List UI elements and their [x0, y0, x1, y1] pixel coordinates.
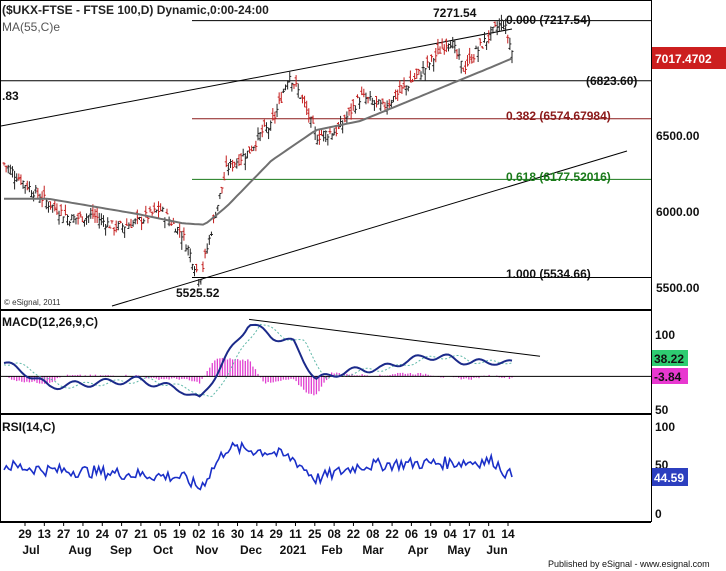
macd-trendline [249, 318, 541, 357]
macd-line [3, 323, 513, 398]
fib-label-382: 0.382 (6574.67984) [506, 109, 611, 123]
x-day-label: 14 [250, 527, 264, 541]
x-day-label: 11 [289, 527, 302, 541]
x-month-label: May [447, 543, 471, 557]
support-label: (6823.60) [586, 74, 637, 88]
fib-label-1000: 1.000 (5534.66) [506, 267, 591, 281]
rsi-value-tag-bg [652, 468, 688, 486]
fib-label-0: 0.000 (7217.54) [506, 13, 591, 27]
x-day-label: 13 [38, 527, 52, 541]
last-price-tag-bg [652, 47, 726, 69]
macd-value-tag-bg [652, 350, 688, 366]
x-day-label: 17 [463, 527, 477, 541]
price-trendlines [0, 20, 651, 307]
x-day-label: 02 [192, 527, 206, 541]
macd-tick-50: 50 [655, 403, 669, 417]
upper-channel-line [0, 28, 513, 127]
x-day-label: 14 [501, 527, 515, 541]
x-day-label: 25 [308, 527, 322, 541]
x-day-label: 08 [366, 527, 380, 541]
x-axis: 29 13 27 10 24 07 21 05 19 02 16 30 14 29 11 25 08 22 08 22… [0, 522, 651, 557]
x-day-label: 10 [76, 527, 90, 541]
x-month-label: Mar [362, 543, 384, 557]
x-day-label: 04 [443, 527, 457, 541]
price-tick-6500: 6500.00 [656, 129, 700, 143]
macd-value-tag: 38.22 [654, 352, 684, 366]
x-day-label: 29 [18, 527, 32, 541]
x-day-label: 05 [154, 527, 168, 541]
x-day-label: 06 [405, 527, 419, 541]
x-day-label: 19 [173, 527, 187, 541]
x-day-label: 24 [96, 527, 110, 541]
x-month-label: Oct [153, 543, 173, 557]
macd-hist-tag-bg [652, 368, 688, 384]
x-month-label: Apr [408, 543, 429, 557]
ma-legend-label: MA(55,C)e [2, 20, 60, 34]
x-day-label: 29 [269, 527, 283, 541]
x-month-label: Feb [321, 543, 342, 557]
x-day-label: 22 [385, 527, 399, 541]
x-month-label: Sep [110, 543, 132, 557]
copyright-label: © eSignal, 2011 [4, 298, 61, 307]
footer-credit: Published by eSignal - www.esignal.com [548, 559, 710, 569]
x-day-label: 07 [115, 527, 129, 541]
chart-title: ($UKX-FTSE - FTSE 100,D) Dynamic,0:00-24… [2, 3, 269, 17]
macd-signal-line [3, 323, 513, 398]
macd-label: MACD(12,26,9,C) [2, 315, 98, 329]
x-day-label: 30 [231, 527, 245, 541]
macd-plot [1, 318, 651, 398]
x-day-label: 08 [327, 527, 341, 541]
rsi-tick-100: 100 [655, 420, 675, 434]
x-month-label: Dec [240, 543, 262, 557]
peak-label: 7271.54 [433, 6, 477, 20]
x-month-label: Jun [486, 543, 507, 557]
x-day-label: 27 [57, 527, 71, 541]
left-edge-label: .83 [2, 89, 19, 103]
rsi-label: RSI(14,C) [2, 420, 55, 434]
rsi-value-tag: 44.59 [654, 471, 684, 485]
x-day-label: 21 [134, 527, 148, 541]
price-tick-6000: 6000.00 [656, 205, 700, 219]
macd-panel-frame [0, 310, 652, 414]
x-month-label: Nov [196, 543, 219, 557]
macd-tick-100: 100 [655, 328, 675, 342]
price-panel-frame [0, 0, 652, 310]
x-month-label: Jul [22, 543, 39, 557]
lower-channel-line [111, 150, 628, 307]
x-day-label: 22 [347, 527, 361, 541]
price-tick-5500: 5500.00 [656, 281, 700, 295]
fib-label-618: 0.618 (6177.52016) [506, 170, 611, 184]
x-day-label: 19 [424, 527, 438, 541]
x-day-label: 16 [212, 527, 226, 541]
macd-hist-tag: -3.84 [654, 370, 682, 384]
x-month-label: 2021 [280, 543, 307, 557]
rsi-tick-0: 0 [655, 507, 662, 521]
rsi-line [3, 440, 513, 491]
rsi-plot [3, 440, 513, 491]
low-label: 5525.52 [176, 286, 220, 300]
rsi-panel-frame [0, 414, 652, 522]
ma-line [4, 57, 513, 226]
last-price-tag: 7017.4702 [655, 52, 712, 66]
price-overlay [4, 57, 513, 226]
x-day-label: 01 [482, 527, 496, 541]
x-month-label: Aug [68, 543, 91, 557]
